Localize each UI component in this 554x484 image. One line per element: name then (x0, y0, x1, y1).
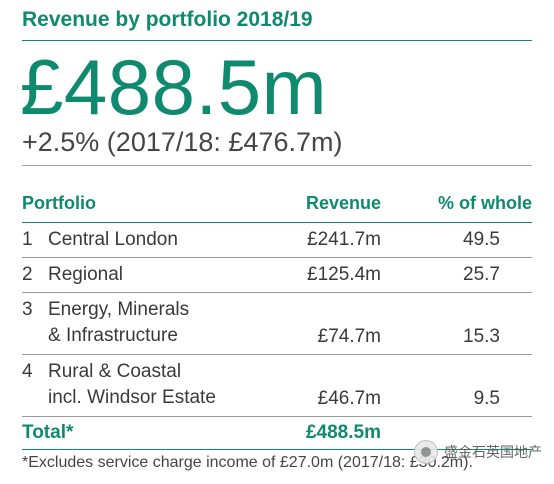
headline-revenue-value: £488.5m (20, 43, 328, 131)
row-number: 2 (22, 264, 33, 285)
row-number: 4 (22, 361, 33, 382)
table-row: 4 Rural & Coastal incl. Windsor Estate £… (22, 355, 532, 417)
row-number: 1 (22, 229, 33, 250)
revenue-value: £125.4m (307, 264, 381, 285)
portfolio-name-line1: Energy, Minerals (48, 299, 190, 320)
portfolio-name: Rural & Coastal incl. Windsor Estate (48, 359, 216, 411)
revenue-value: £74.7m (317, 326, 381, 347)
title-divider (22, 40, 532, 41)
revenue-value: £46.7m (317, 388, 381, 409)
watermark: 盛金石英国地产 (414, 440, 542, 464)
table-row: 1 Central London £241.7m 49.5 (22, 223, 532, 258)
percent-value: 25.7 (463, 264, 500, 285)
table-header-row: Portfolio Revenue % of whole (22, 184, 532, 223)
portfolio-name: Central London (48, 229, 178, 250)
total-label: Total* (22, 422, 74, 443)
table-row: 2 Regional £125.4m 25.7 (22, 258, 532, 293)
portfolio-name: Energy, Minerals & Infrastructure (48, 297, 189, 349)
portfolio-name-line2: & Infrastructure (48, 325, 178, 346)
total-revenue-value: £488.5m (305, 422, 381, 443)
portfolio-name-line2: incl. Windsor Estate (48, 387, 216, 408)
revenue-change-line: +2.5% (2017/18: £476.7m) (22, 127, 343, 157)
footnote: *Excludes service charge income of £27.0… (22, 454, 473, 471)
watermark-text: 盛金石英国地产 (444, 444, 542, 460)
revenue-value: £241.7m (307, 229, 381, 250)
page-title: Revenue by portfolio 2018/19 (22, 8, 313, 31)
table-total-row: Total* £488.5m (22, 417, 532, 450)
header-revenue: Revenue (305, 193, 381, 213)
table-row: 3 Energy, Minerals & Infrastructure £74.… (22, 293, 532, 355)
row-number: 3 (22, 299, 33, 320)
header-percent-of-whole: % of whole (438, 193, 532, 213)
percent-value: 9.5 (473, 388, 500, 409)
wechat-logo-icon (414, 440, 438, 464)
portfolio-name: Regional (48, 264, 123, 285)
portfolio-name-line1: Rural & Coastal (48, 361, 182, 382)
headline-divider (22, 165, 532, 166)
percent-value: 49.5 (463, 229, 500, 250)
header-portfolio: Portfolio (22, 193, 96, 213)
percent-value: 15.3 (463, 326, 500, 347)
portfolio-table: Portfolio Revenue % of whole 1 Central L… (22, 184, 532, 450)
